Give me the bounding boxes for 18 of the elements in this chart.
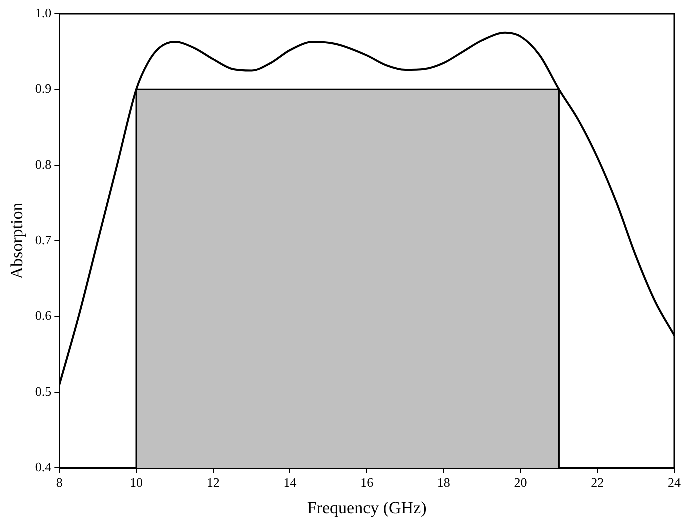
y-tick-label: 0.7	[35, 232, 52, 248]
y-tick-label: 0.9	[35, 81, 52, 96]
x-tick-label: 18	[437, 475, 450, 490]
y-tick-label: 0.6	[35, 308, 52, 324]
x-axis-title: Frequency (GHz)	[307, 498, 427, 518]
x-tick-label: 24	[668, 475, 682, 490]
y-tick-label: 0.4	[35, 459, 52, 474]
x-tick-label: 16	[360, 475, 374, 490]
y-tick-label: 0.5	[35, 384, 52, 399]
y-tick-label: 1.0	[35, 5, 52, 20]
y-tick-label: 0.8	[35, 156, 52, 172]
x-tick-label: 14	[284, 475, 298, 490]
x-tick-label: 8	[56, 475, 63, 490]
x-tick-label: 20	[514, 475, 528, 490]
x-tick-label: 22	[591, 475, 604, 490]
y-axis-title: Absorption	[8, 202, 27, 280]
x-tick-label: 10	[130, 475, 144, 490]
x-tick-label: 12	[206, 475, 220, 490]
